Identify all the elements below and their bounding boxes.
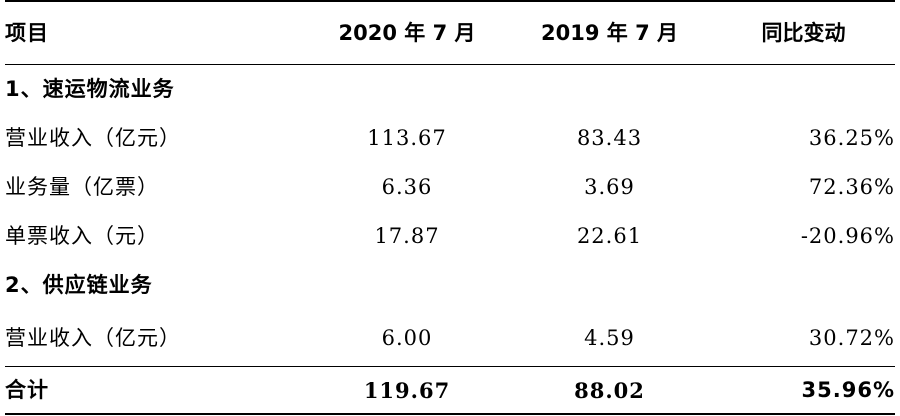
- row-item: 营业收入（亿元）: [5, 126, 181, 150]
- section-row-supply-chain: 2、供应链业务: [5, 261, 895, 310]
- row-change-value: 36.25%: [808, 126, 895, 150]
- table-row: 单票收入（元） 17.87 22.61 -20.96%: [5, 212, 895, 261]
- header-row: 项目 2020 年 7 月 2019 年 7 月 同比变动: [5, 0, 895, 65]
- row-item: 营业收入（亿元）: [5, 325, 181, 350]
- header-yoy-change: 同比变动: [712, 0, 895, 65]
- row-2019-value: 3.69: [584, 175, 635, 199]
- revenue-comparison-table: 项目 2020 年 7 月 2019 年 7 月 同比变动 1、速运物流业务 营…: [5, 0, 895, 415]
- header-2019-july: 2019 年 7 月: [507, 0, 712, 65]
- row-change-value: 72.36%: [808, 175, 895, 199]
- table-row: 业务量（亿票） 6.36 3.69 72.36%: [5, 163, 895, 212]
- header-item: 项目: [5, 0, 307, 65]
- section-title: 2、供应链业务: [5, 273, 153, 297]
- header-2020-july: 2020 年 7 月: [307, 0, 507, 65]
- row-2019-value: 4.59: [584, 325, 635, 350]
- row-2020-value: 17.87: [374, 224, 440, 248]
- row-2019-value: 83.43: [576, 126, 643, 150]
- row-item: 业务量（亿票）: [5, 175, 159, 199]
- row-change-value: -20.96%: [800, 224, 895, 248]
- total-row: 合计 119.67 88.02 35.96%: [5, 366, 895, 415]
- total-change-value: 35.96%: [712, 366, 895, 415]
- total-2019-value: 88.02: [507, 366, 712, 415]
- row-change-value: 30.72%: [808, 325, 895, 350]
- table-row: 营业收入（亿元） 6.00 4.59 30.72%: [5, 310, 895, 367]
- total-label: 合计: [5, 366, 307, 415]
- section-row-express-logistics: 1、速运物流业务: [5, 65, 895, 115]
- row-2020-value: 6.36: [381, 175, 433, 199]
- table-row: 营业收入（亿元） 113.67 83.43 36.25%: [5, 114, 895, 163]
- section-title: 1、速运物流业务: [5, 77, 175, 101]
- row-2020-value: 6.00: [381, 325, 433, 350]
- row-2019-value: 22.61: [576, 224, 643, 248]
- row-2020-value: 113.67: [367, 126, 447, 150]
- row-item: 单票收入（元）: [5, 224, 159, 248]
- total-2020-value: 119.67: [307, 366, 507, 415]
